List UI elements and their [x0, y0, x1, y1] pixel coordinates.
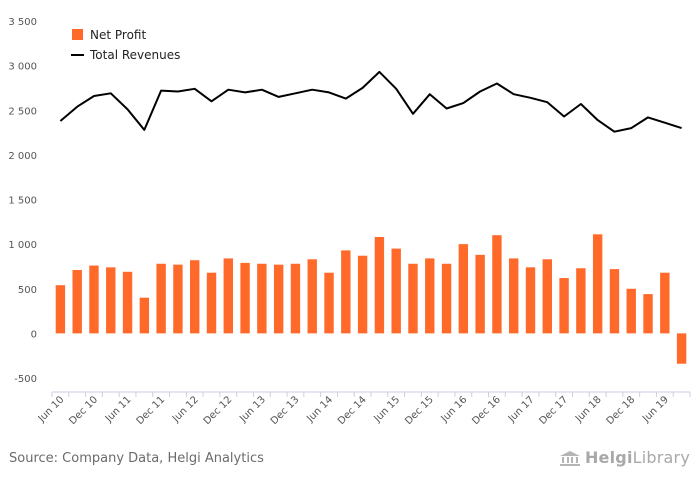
- net-profit-bar[interactable]: [458, 244, 469, 334]
- net-profit-bar[interactable]: [307, 259, 317, 334]
- net-profit-bar[interactable]: [223, 258, 233, 334]
- net-profit-bar[interactable]: [122, 271, 133, 334]
- y-tick-label: 2 000: [8, 151, 37, 162]
- net-profit-bar[interactable]: [676, 333, 687, 364]
- y-tick-label: 500: [18, 285, 37, 296]
- net-profit-bar[interactable]: [559, 278, 569, 334]
- net-profit-bar[interactable]: [206, 272, 217, 334]
- net-profit-bar[interactable]: [592, 234, 603, 334]
- net-profit-bar[interactable]: [542, 259, 552, 334]
- x-tick-label: Jun 11: [103, 394, 134, 425]
- x-tick-label: Jun 12: [170, 394, 201, 425]
- net-profit-bar[interactable]: [509, 258, 519, 334]
- y-tick-label: 0: [31, 329, 37, 340]
- net-profit-bar[interactable]: [257, 263, 267, 334]
- net-profit-bar[interactable]: [190, 260, 200, 334]
- x-tick-label: Dec 14: [336, 394, 369, 427]
- x-tick-label: Dec 11: [135, 394, 168, 427]
- legend: Net Profit Total Revenues: [71, 28, 180, 62]
- y-axis: -500 0 500 1 000 1 500 2 000 2 500 3 000 3 500: [8, 17, 37, 385]
- y-tick-label: 1 500: [8, 196, 37, 207]
- net-profit-bar[interactable]: [240, 262, 250, 334]
- x-tick-label: Dec 18: [605, 394, 638, 427]
- chart-area: -500 0 500 1 000 1 500 2 000 2 500 3 000 3 500 J…: [8, 17, 691, 427]
- x-tick-label: Jun 15: [372, 394, 403, 425]
- x-tick-label: Dec 10: [67, 394, 100, 427]
- x-tick-label: Dec 17: [537, 394, 570, 427]
- x-tick-label: Jun 18: [573, 394, 604, 425]
- net-profit-bar[interactable]: [441, 263, 452, 334]
- y-tick-label: 1 000: [8, 240, 37, 251]
- x-tick-label: Jun 13: [237, 394, 268, 425]
- y-tick-label: 2 500: [8, 106, 37, 117]
- combo-chart: -500 0 500 1 000 1 500 2 000 2 500 3 000 3 500 J…: [8, 17, 691, 427]
- net-profit-bar[interactable]: [626, 288, 636, 334]
- total-revenues-line[interactable]: [59, 70, 682, 133]
- library-building-icon: [559, 450, 580, 466]
- net-profit-bar[interactable]: [609, 269, 620, 334]
- net-profit-bar[interactable]: [391, 248, 401, 334]
- x-tick-label: Jun 14: [304, 394, 335, 425]
- net-profit-bar[interactable]: [408, 263, 418, 334]
- helgi-library-logo: HelgiLibrary: [559, 448, 690, 467]
- net-profit-bar[interactable]: [139, 297, 150, 334]
- footer: Source: Company Data, Helgi Analytics He…: [0, 440, 700, 483]
- net-profit-bar[interactable]: [341, 250, 351, 334]
- net-profit-bar[interactable]: [525, 267, 536, 334]
- net-profit-bar[interactable]: [273, 264, 284, 334]
- net-profit-bar[interactable]: [425, 258, 435, 334]
- y-tick-label: 3 500: [8, 17, 37, 28]
- net-profit-bar[interactable]: [492, 235, 502, 334]
- net-profit-bar[interactable]: [89, 265, 99, 334]
- x-tick-label: Dec 12: [202, 394, 235, 427]
- x-tick-label: Dec 16: [470, 394, 503, 427]
- net-profit-bars: [55, 234, 687, 364]
- net-profit-bar[interactable]: [106, 267, 116, 334]
- x-tick-label: Jun 17: [506, 394, 537, 425]
- net-profit-bar[interactable]: [374, 236, 385, 334]
- net-profit-bar[interactable]: [475, 254, 485, 334]
- legend-swatch-net-profit[interactable]: [72, 29, 83, 40]
- legend-label-net-profit[interactable]: Net Profit: [90, 28, 146, 42]
- x-tick-label: Jun 16: [439, 394, 470, 425]
- x-tick-label: Dec 15: [403, 394, 436, 427]
- net-profit-bar[interactable]: [643, 294, 653, 334]
- net-profit-bar[interactable]: [156, 263, 166, 334]
- x-axis: Jun 10 Dec 10 Jun 11 Dec 11 Jun 12 Dec 12 Jun …: [36, 391, 691, 427]
- total-revenues-line-group: [59, 70, 682, 133]
- net-profit-bar[interactable]: [660, 272, 670, 334]
- net-profit-bar[interactable]: [72, 270, 82, 334]
- y-tick-label: 3 000: [8, 62, 37, 73]
- net-profit-bar[interactable]: [324, 272, 334, 334]
- x-tick-label: Jun 10: [36, 394, 67, 425]
- legend-label-total-revenues[interactable]: Total Revenues: [89, 48, 180, 62]
- net-profit-bar[interactable]: [576, 268, 586, 334]
- net-profit-bar[interactable]: [290, 263, 301, 334]
- brand-wordmark: HelgiLibrary: [584, 448, 690, 467]
- net-profit-bar[interactable]: [55, 285, 66, 334]
- net-profit-bar[interactable]: [173, 264, 183, 334]
- x-tick-label: Dec 13: [269, 394, 302, 427]
- source-note: Source: Company Data, Helgi Analytics: [9, 451, 264, 466]
- net-profit-bar[interactable]: [357, 255, 368, 334]
- y-tick-label: -500: [14, 374, 37, 385]
- x-tick-label: Jun 19: [640, 394, 671, 425]
